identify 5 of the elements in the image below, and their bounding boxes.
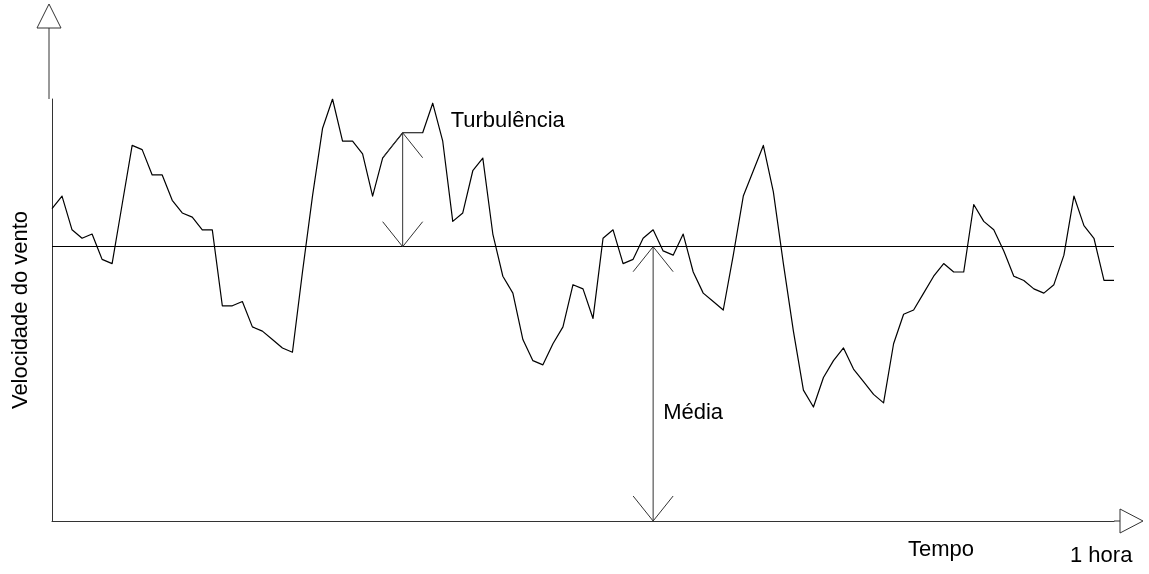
- text: 1 hora: [1070, 541, 1134, 567]
- y-axis-title: Velocidade do vento: [6, 210, 32, 410]
- annotation: Média: [663, 398, 724, 424]
- x-axis-title: Tempo: [908, 535, 975, 561]
- annotation: Turbulência: [450, 106, 566, 132]
